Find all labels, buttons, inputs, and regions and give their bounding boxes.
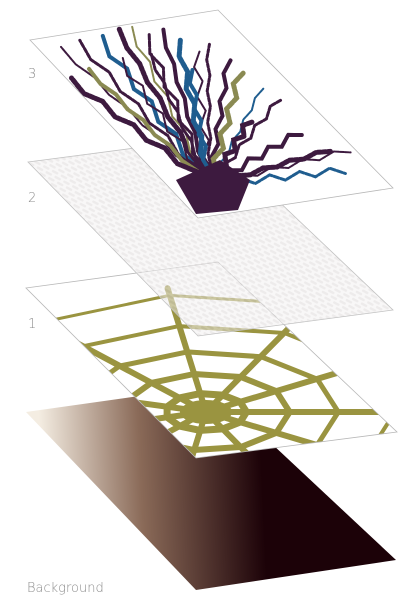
layer-3-ray xyxy=(116,26,213,188)
layer-3-ray xyxy=(69,75,213,188)
layer-1-web-hub xyxy=(180,400,232,424)
layer-1-web-spoke xyxy=(203,409,322,458)
layer-1-web-spoke xyxy=(26,409,209,458)
background-layer xyxy=(26,386,396,590)
layer-3-ray xyxy=(121,57,211,186)
layer-3-ray xyxy=(187,67,213,187)
layer-3-ray xyxy=(100,33,212,187)
layer-3-border xyxy=(29,9,394,219)
layer-2-plane xyxy=(28,138,393,336)
layer-1-label: 1 xyxy=(28,317,37,332)
layer-2-label: 2 xyxy=(28,191,37,206)
layer-3-ray xyxy=(205,42,213,187)
layer-3-ray xyxy=(87,66,212,187)
layer-3-ray xyxy=(193,50,213,186)
layer-3-ray xyxy=(149,52,212,187)
background-label: Background xyxy=(27,581,104,596)
background-plane xyxy=(26,386,396,590)
layer-1-web-spoke xyxy=(164,409,209,458)
layer-3-rays xyxy=(60,25,352,214)
layer-3-label: 3 xyxy=(28,67,37,82)
layer-3-ray-core xyxy=(176,160,250,214)
layer-3-ray xyxy=(78,38,212,187)
layer-3 xyxy=(29,9,394,219)
